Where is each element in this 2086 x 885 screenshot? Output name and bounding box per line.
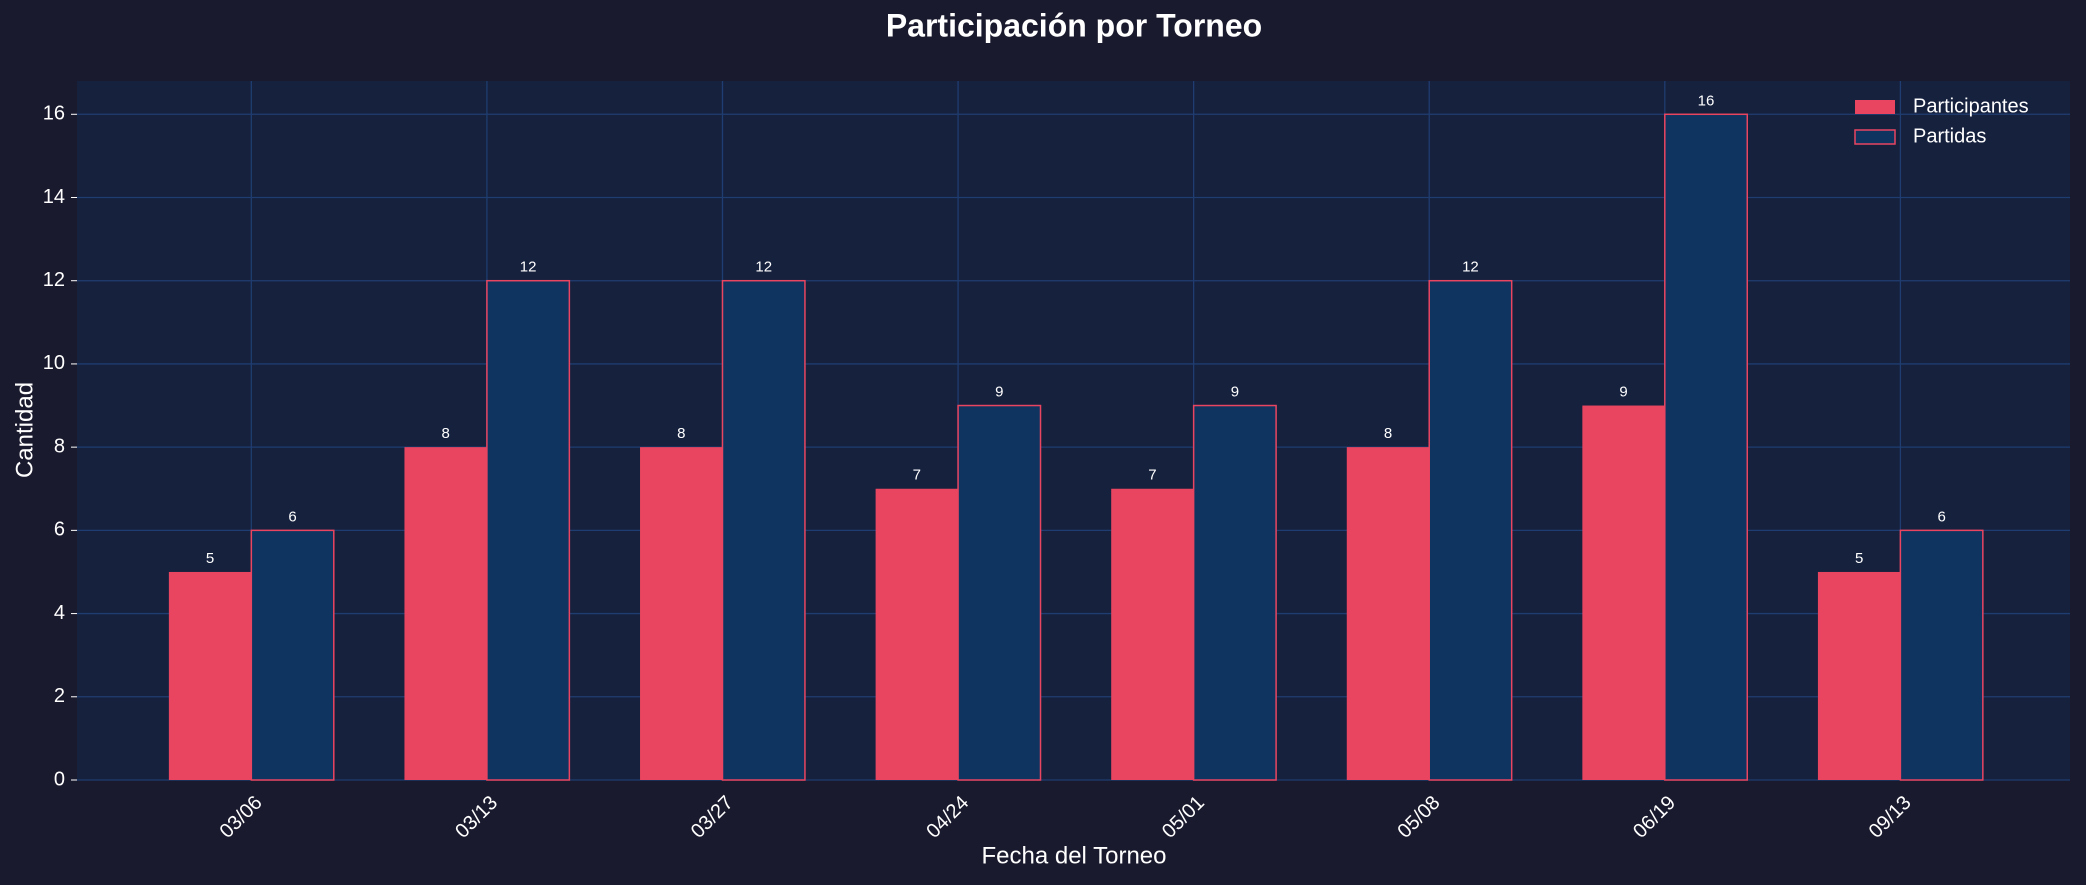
y-tick-label: 12 [43, 269, 65, 291]
bar [168, 571, 252, 780]
value-label: 16 [1698, 92, 1715, 109]
value-label: 12 [1462, 259, 1479, 276]
bar [1111, 488, 1194, 780]
value-label: 9 [1231, 384, 1239, 401]
value-label: 9 [995, 384, 1003, 401]
bar [1428, 279, 1513, 781]
marks: 5 8 8 7 7 8 9 5 6 12 12 9 9 12 16 6 [168, 92, 1984, 781]
bar [1192, 404, 1277, 781]
value-label: 12 [755, 259, 772, 276]
y-axis-label: Cantidad [11, 382, 38, 478]
value-label: 5 [206, 550, 214, 567]
value-label: 5 [1855, 550, 1863, 567]
bar [721, 279, 806, 781]
bar [1582, 405, 1665, 780]
y-tick-label: 0 [54, 768, 65, 790]
bar [957, 404, 1042, 781]
bar [875, 488, 959, 780]
value-label: 8 [442, 425, 450, 442]
value-label: 6 [1937, 508, 1945, 525]
bar [1664, 113, 1749, 781]
legend-swatch [1855, 100, 1895, 114]
value-label: 12 [520, 259, 537, 276]
y-tick-label: 2 [54, 685, 65, 707]
bar [1817, 571, 1901, 780]
bar [250, 529, 335, 781]
plot-area [77, 81, 2070, 780]
bar [486, 279, 571, 781]
y-tick-label: 16 [43, 103, 65, 125]
bar [404, 447, 487, 780]
legend-label: Partidas [1913, 125, 1986, 147]
bar [1346, 447, 1430, 780]
bar [1899, 529, 1984, 781]
value-label: 9 [1619, 384, 1627, 401]
y-tick-label: 10 [43, 352, 65, 374]
value-label: 7 [1148, 467, 1156, 484]
chart-title: Participación por Torneo [886, 7, 1262, 43]
value-label: 8 [1384, 425, 1392, 442]
y-tick-label: 8 [54, 435, 65, 457]
y-tick-label: 14 [43, 186, 65, 208]
y-tick-label: 4 [54, 602, 65, 624]
value-label: 7 [913, 467, 921, 484]
x-axis-label: Fecha del Torneo [981, 842, 1166, 869]
y-tick-label: 6 [54, 519, 65, 541]
legend-label: Participantes [1913, 95, 2029, 117]
legend-swatch [1854, 129, 1896, 145]
value-label: 8 [677, 425, 685, 442]
value-label: 6 [288, 508, 296, 525]
bar [640, 447, 723, 780]
